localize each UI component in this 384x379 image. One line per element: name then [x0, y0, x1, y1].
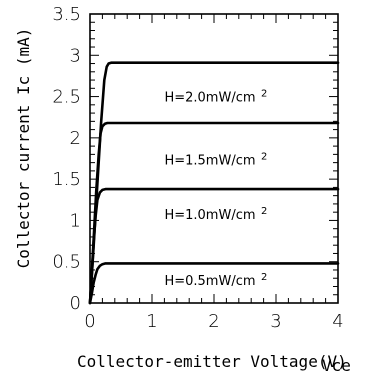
y-tick-label: 2.5 [52, 87, 81, 108]
series-label-superscript-3: 2 [261, 151, 267, 162]
series-line-1 [88, 262, 340, 305]
series-line-4 [88, 61, 340, 305]
curve-labels: H=0.5mW/cm 2 H=1.0mW/cm 2 H=1.5mW/cm 2 H=2.0mW… [164, 89, 267, 289]
series-label-superscript-1: 2 [261, 272, 267, 283]
x-tick-label: 0 [84, 311, 95, 332]
y-tick-label: 1.5 [52, 169, 81, 190]
series-label-superscript-4: 2 [261, 89, 267, 100]
y-tick-label: 1 [70, 210, 81, 231]
x-tick-labels: 0 1 2 3 4 [84, 311, 343, 332]
y-tick-label: 0.5 [52, 252, 81, 273]
y-axis-title: Collector current Ic (mA) [14, 28, 33, 269]
y-tick-label: 2 [70, 128, 81, 149]
y-tick-labels: 0 0.5 1 1.5 2 2.5 3 3.5 [52, 4, 81, 314]
y-tick-label: 0 [70, 293, 81, 314]
x-tick-label: 4 [332, 311, 343, 332]
series-label-1: H=0.5mW/cm [164, 274, 255, 289]
x-tick-label: 1 [146, 311, 157, 332]
x-axis-overlap-text: Vce [322, 356, 351, 375]
series-label-2: H=1.0mW/cm [164, 208, 255, 223]
x-tick-label: 3 [270, 311, 281, 332]
ticks [89, 13, 339, 304]
series-label-3: H=1.5mW/cm [164, 153, 255, 168]
y-tick-label: 3 [70, 45, 81, 66]
x-axis-title: Collector-emitter Voltage(V) [77, 352, 347, 371]
series-label-4: H=2.0mW/cm [164, 91, 255, 106]
y-tick-label: 3.5 [52, 4, 81, 25]
series-label-superscript-2: 2 [261, 206, 267, 217]
x-tick-label: 2 [208, 311, 219, 332]
